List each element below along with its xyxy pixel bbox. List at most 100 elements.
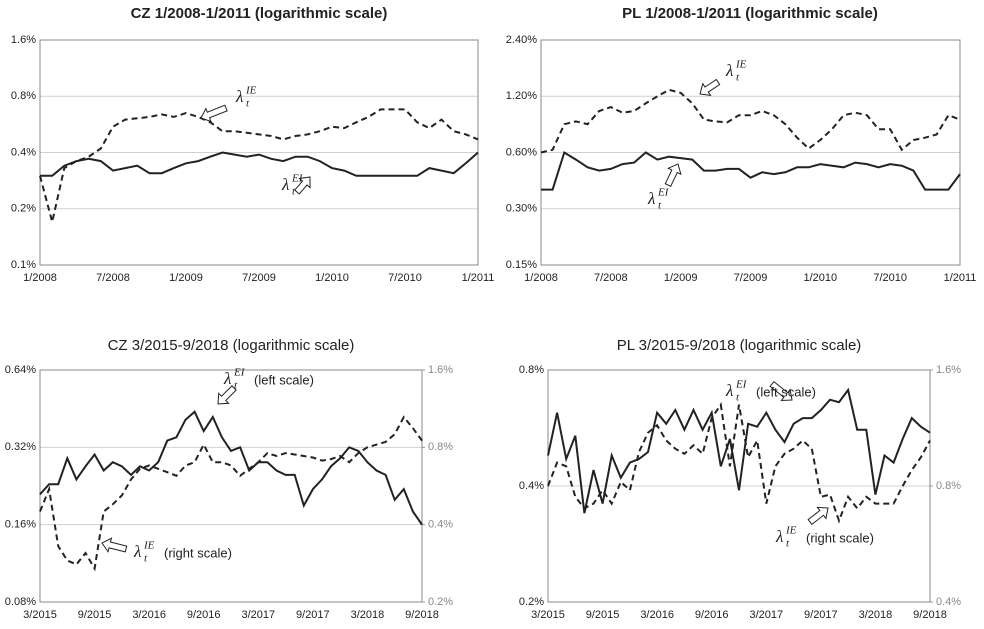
annotation-symbol: λ bbox=[223, 369, 231, 388]
annotation-superscript: EI bbox=[735, 379, 748, 391]
x-tick-label: 1/2010 bbox=[315, 272, 349, 284]
x-tick-label: 7/2009 bbox=[734, 272, 768, 284]
x-tick-label: 3/2015 bbox=[23, 609, 57, 621]
annotation-subscript: t bbox=[234, 380, 238, 392]
x-tick-label: 9/2018 bbox=[913, 609, 947, 621]
y-tick-label: 1.6% bbox=[11, 34, 36, 46]
annotation-superscript: IE bbox=[735, 59, 747, 71]
series-line bbox=[39, 108, 479, 223]
y-tick-label: 0.64% bbox=[5, 364, 36, 376]
y2-tick-label: 0.2% bbox=[428, 596, 453, 608]
annotation-symbol: λ bbox=[235, 87, 243, 106]
series-line bbox=[547, 387, 931, 514]
x-tick-label: 9/2016 bbox=[187, 609, 221, 621]
annotation-subscript: t bbox=[736, 72, 740, 84]
x-tick-label: 7/2010 bbox=[873, 272, 907, 284]
x-tick-label: 7/2008 bbox=[594, 272, 628, 284]
y2-tick-label: 0.8% bbox=[428, 441, 453, 453]
x-tick-label: 7/2009 bbox=[242, 272, 276, 284]
x-tick-label: 1/2011 bbox=[944, 272, 977, 284]
annotation-superscript: IE bbox=[785, 525, 797, 537]
annotation-superscript: IE bbox=[143, 540, 155, 552]
x-tick-label: 1/2009 bbox=[664, 272, 698, 284]
y-tick-label: 0.2% bbox=[519, 596, 544, 608]
annotation-note: (left scale) bbox=[756, 384, 816, 399]
y-tick-label: 0.15% bbox=[506, 259, 537, 271]
annotation-symbol: λ bbox=[725, 381, 733, 400]
annotation-subscript: t bbox=[246, 98, 250, 110]
annotation-superscript: EI bbox=[233, 367, 246, 379]
annotation-note: (right scale) bbox=[806, 530, 874, 545]
y-tick-label: 0.30% bbox=[506, 203, 537, 215]
annotation-subscript: t bbox=[292, 186, 296, 198]
y-tick-label: 0.08% bbox=[5, 596, 36, 608]
annotation-arrow bbox=[699, 78, 721, 97]
chart-title: PL 3/2015-9/2018 (logarithmic scale) bbox=[617, 337, 862, 354]
y-tick-label: 0.1% bbox=[11, 259, 36, 271]
x-tick-label: 9/2016 bbox=[695, 609, 729, 621]
y-tick-label: 0.16% bbox=[5, 519, 36, 531]
series-line bbox=[547, 402, 931, 524]
series-line bbox=[39, 415, 423, 572]
y-tick-label: 0.4% bbox=[11, 146, 36, 158]
x-tick-label: 1/2009 bbox=[169, 272, 203, 284]
annotation-superscript: EI bbox=[291, 173, 304, 185]
series-line bbox=[541, 150, 961, 191]
x-tick-label: 3/2016 bbox=[640, 609, 674, 621]
annotation-note: (left scale) bbox=[254, 372, 314, 387]
annotation-symbol: λ bbox=[775, 527, 783, 546]
x-tick-label: 9/2017 bbox=[296, 609, 330, 621]
annotation-arrow bbox=[294, 176, 311, 195]
y2-tick-label: 0.4% bbox=[428, 519, 453, 531]
annotation-arrow bbox=[664, 163, 682, 187]
x-tick-label: 3/2017 bbox=[241, 609, 275, 621]
y-tick-label: 2.40% bbox=[506, 34, 537, 46]
annotation-subscript: t bbox=[736, 392, 740, 404]
x-tick-label: 9/2015 bbox=[78, 609, 112, 621]
series-line bbox=[39, 410, 423, 526]
x-tick-label: 3/2018 bbox=[351, 609, 385, 621]
x-tick-label: 3/2018 bbox=[859, 609, 893, 621]
annotation-superscript: EI bbox=[657, 187, 670, 199]
annotation-arrow bbox=[217, 385, 237, 405]
x-tick-label: 9/2018 bbox=[405, 609, 439, 621]
y-tick-label: 0.32% bbox=[5, 441, 36, 453]
annotation-arrow bbox=[200, 104, 228, 123]
y2-tick-label: 1.6% bbox=[428, 364, 453, 376]
annotation-symbol: λ bbox=[133, 542, 141, 561]
annotation-symbol: λ bbox=[281, 175, 289, 194]
y-tick-label: 0.2% bbox=[11, 203, 36, 215]
y-tick-label: 0.8% bbox=[519, 364, 544, 376]
chart-title: CZ 3/2015-9/2018 (logarithmic scale) bbox=[108, 337, 355, 354]
y2-tick-label: 0.4% bbox=[936, 596, 961, 608]
annotation-arrow bbox=[807, 506, 829, 526]
plot-frame bbox=[39, 369, 423, 603]
x-tick-label: 7/2008 bbox=[96, 272, 130, 284]
y2-tick-label: 0.8% bbox=[936, 480, 961, 492]
chart-title: CZ 1/2008-1/2011 (logarithmic scale) bbox=[131, 5, 388, 22]
annotation-symbol: λ bbox=[647, 189, 655, 208]
x-tick-label: 1/2008 bbox=[524, 272, 558, 284]
x-tick-label: 1/2011 bbox=[462, 272, 495, 284]
y-tick-label: 1.20% bbox=[506, 90, 537, 102]
annotation-superscript: IE bbox=[245, 85, 257, 97]
annotation-note: (right scale) bbox=[164, 545, 232, 560]
x-tick-label: 3/2017 bbox=[749, 609, 783, 621]
annotation-subscript: t bbox=[786, 538, 790, 550]
y-tick-label: 0.8% bbox=[11, 90, 36, 102]
annotation-subscript: t bbox=[144, 553, 148, 565]
x-tick-label: 9/2017 bbox=[804, 609, 838, 621]
annotation-subscript: t bbox=[658, 200, 662, 212]
x-tick-label: 9/2015 bbox=[586, 609, 620, 621]
series-line bbox=[40, 151, 479, 177]
y-tick-label: 0.60% bbox=[506, 146, 537, 158]
series-line bbox=[540, 88, 961, 154]
x-tick-label: 7/2010 bbox=[388, 272, 422, 284]
x-tick-label: 1/2008 bbox=[23, 272, 57, 284]
y-tick-label: 0.4% bbox=[519, 480, 544, 492]
x-tick-label: 3/2016 bbox=[132, 609, 166, 621]
x-tick-label: 1/2010 bbox=[804, 272, 838, 284]
annotation-arrow bbox=[769, 380, 793, 402]
y2-tick-label: 1.6% bbox=[936, 364, 961, 376]
